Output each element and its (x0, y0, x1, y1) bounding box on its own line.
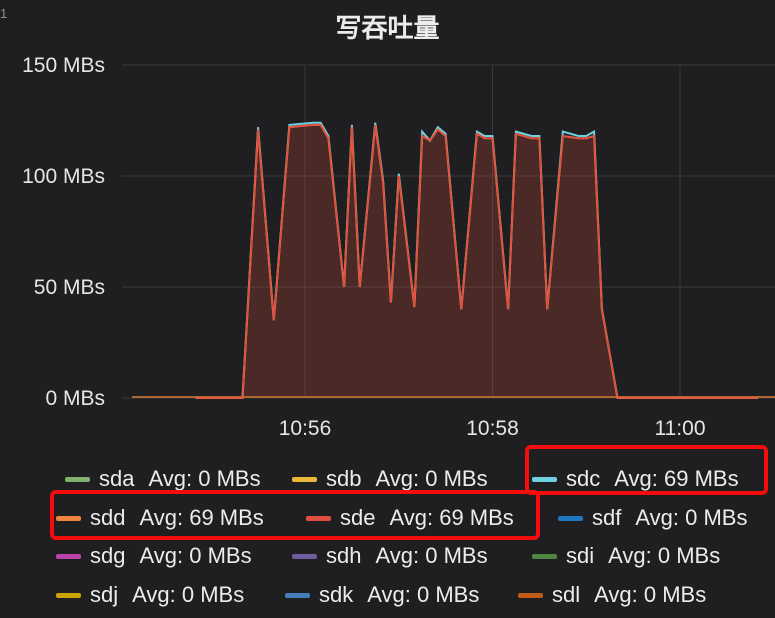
legend-series-avg: Avg: 0 MBs (375, 543, 488, 568)
legend-item-sdf[interactable]: sdf Avg: 0 MBs (558, 501, 747, 535)
legend-series-avg: Avg: 0 MBs (594, 582, 707, 607)
y-tick-labels: 0 MBs 50 MBs 100 MBs 150 MBs (22, 54, 105, 410)
legend-series-name: sdi (566, 543, 595, 568)
legend-row: sda Avg: 0 MBs sdb Avg: 0 MBs sdc Avg: 69 MBs (0, 462, 775, 496)
legend-swatch (518, 592, 543, 598)
legend-swatch (56, 515, 81, 521)
legend-series-avg: Avg: 0 MBs (367, 582, 480, 607)
legend-swatch (532, 553, 557, 559)
legend-swatch (292, 553, 317, 559)
legend-swatch (558, 515, 583, 521)
y-tick-label: 50 MBs (34, 276, 105, 299)
legend-series-avg: Avg: 0 MBs (635, 505, 748, 530)
legend-series-name: sdg (90, 543, 126, 568)
legend: sda Avg: 0 MBs sdb Avg: 0 MBs sdc Avg: 69 MBs… (0, 458, 775, 618)
legend-series-name: sdc (566, 466, 601, 491)
x-tick-label: 10:56 (279, 417, 332, 440)
legend-item-sdh[interactable]: sdh Avg: 0 MBs (292, 539, 488, 573)
legend-item-sdb[interactable]: sdb Avg: 0 MBs (292, 462, 488, 496)
y-tick-label: 100 MBs (22, 165, 105, 188)
legend-series-avg: Avg: 0 MBs (148, 466, 261, 491)
legend-item-sdd[interactable]: sdd Avg: 69 MBs (56, 501, 264, 535)
legend-series-name: sdk (319, 582, 354, 607)
series-area-sde (195, 124, 759, 399)
legend-series-avg: Avg: 69 MBs (614, 466, 739, 491)
chart-plot: 0 MBs 50 MBs 100 MBs 150 MBs 10:56 10:58 11:0… (22, 54, 775, 440)
legend-series-avg: Avg: 0 MBs (375, 466, 488, 491)
legend-row: sdg Avg: 0 MBs sdh Avg: 0 MBs sdi Avg: 0 MBs (0, 539, 775, 573)
series-line-sde (195, 124, 759, 399)
legend-item-sdg[interactable]: sdg Avg: 0 MBs (56, 539, 252, 573)
sdd-sde-highlight (50, 490, 540, 540)
legend-series-name: sdf (592, 505, 622, 530)
legend-row: sdd Avg: 69 MBs sde Avg: 69 MBs sdf Avg: 0 MB… (0, 501, 775, 535)
edge-glyph: 1 (0, 6, 8, 21)
legend-series-avg: Avg: 69 MBs (389, 505, 514, 530)
legend-swatch (292, 476, 317, 482)
x-tick-labels: 10:56 10:58 11:00 (279, 417, 706, 440)
legend-swatch (56, 592, 81, 598)
legend-series-name: sde (340, 505, 376, 530)
legend-series-name: sdb (326, 466, 362, 491)
legend-item-sdk[interactable]: sdk Avg: 0 MBs (285, 578, 479, 612)
sdc-highlight (525, 445, 768, 495)
legend-row: sdj Avg: 0 MBs sdk Avg: 0 MBs sdl Avg: 0 MBs (0, 578, 775, 612)
legend-item-sde[interactable]: sde Avg: 69 MBs (306, 501, 514, 535)
legend-swatch (532, 476, 557, 482)
legend-series-name: sdl (552, 582, 581, 607)
y-tick-label: 150 MBs (22, 54, 105, 77)
legend-series-name: sda (99, 466, 135, 491)
legend-series-name: sdh (326, 543, 362, 568)
legend-item-sda[interactable]: sda Avg: 0 MBs (65, 462, 261, 496)
legend-swatch (65, 476, 90, 482)
legend-series-avg: Avg: 0 MBs (132, 582, 245, 607)
legend-swatch (56, 553, 81, 559)
legend-series-avg: Avg: 0 MBs (608, 543, 721, 568)
legend-series-name: sdj (90, 582, 119, 607)
legend-item-sdc[interactable]: sdc Avg: 69 MBs (532, 462, 739, 496)
legend-item-sdi[interactable]: sdi Avg: 0 MBs (532, 539, 720, 573)
legend-series-name: sdd (90, 505, 126, 530)
y-tick-label: 0 MBs (45, 387, 105, 410)
legend-item-sdl[interactable]: sdl Avg: 0 MBs (518, 578, 706, 612)
chart-title: 写吞吐量 (335, 14, 440, 44)
legend-swatch (285, 592, 310, 598)
legend-series-avg: Avg: 0 MBs (139, 543, 252, 568)
x-tick-label: 11:00 (655, 417, 706, 440)
area-layer (195, 124, 759, 399)
legend-item-sdj[interactable]: sdj Avg: 0 MBs (56, 578, 244, 612)
legend-swatch (306, 515, 331, 521)
legend-series-avg: Avg: 69 MBs (139, 505, 264, 530)
line-layer (132, 121, 775, 399)
x-tick-label: 10:58 (466, 417, 519, 440)
